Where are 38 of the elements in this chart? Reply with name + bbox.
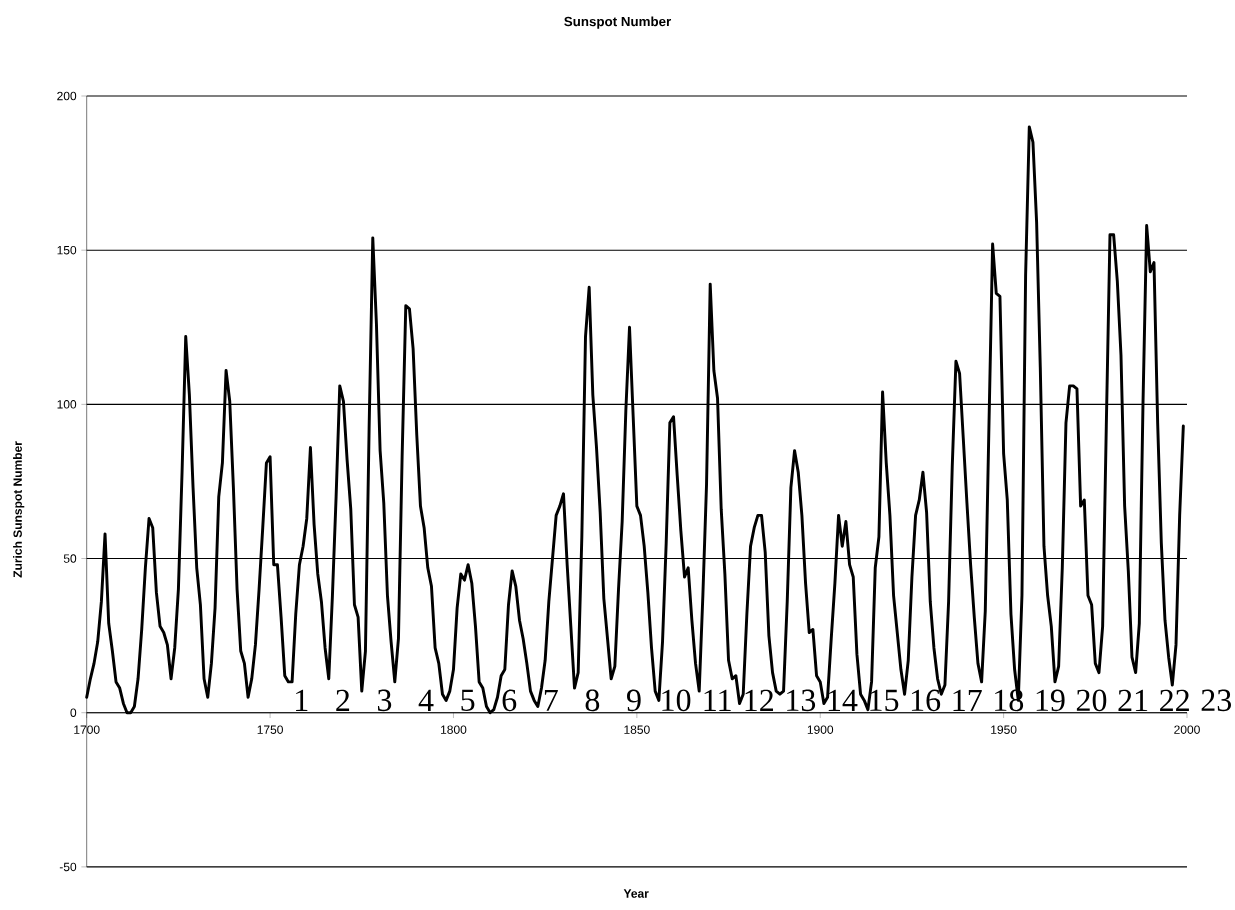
annotation: 10 bbox=[662, 689, 691, 712]
x-tick-label: 1700 bbox=[74, 725, 100, 735]
x-tick-label: 1800 bbox=[441, 725, 467, 735]
annotation: 14 bbox=[828, 690, 858, 712]
x-tick-label: 1850 bbox=[624, 725, 650, 735]
annotation: 2 bbox=[336, 690, 350, 712]
x-axis-title: Year bbox=[623, 889, 649, 898]
annotation: 20 bbox=[1076, 689, 1107, 712]
x-tick-label: 1900 bbox=[807, 725, 834, 735]
y-tick-label: 50 bbox=[63, 554, 77, 564]
y-axis-title: Zurich Sunspot Number bbox=[13, 441, 25, 578]
annotation: 11 bbox=[704, 690, 731, 712]
annotation: 5 bbox=[461, 689, 475, 712]
chart-title: Sunspot Number bbox=[564, 16, 672, 30]
annotation: 4 bbox=[418, 690, 434, 712]
y-tick-label: 100 bbox=[57, 400, 77, 409]
annotation: 21 bbox=[1118, 690, 1148, 712]
annotation: 19 bbox=[1036, 689, 1065, 712]
annotation: 3 bbox=[377, 689, 392, 712]
y-tick-label: -50 bbox=[59, 862, 77, 872]
annotation: 22 bbox=[1160, 690, 1189, 712]
annotation: 9 bbox=[627, 689, 641, 712]
x-tick-label: 1750 bbox=[257, 725, 283, 735]
annotation: 13 bbox=[787, 689, 816, 712]
annotation: 17 bbox=[953, 690, 982, 712]
annotation: 6 bbox=[502, 689, 517, 712]
text: 23 bbox=[1201, 689, 1231, 712]
annotation: 16 bbox=[911, 689, 941, 712]
x-tick-label: 2000 bbox=[1174, 725, 1200, 735]
annotation: 1 bbox=[296, 690, 308, 712]
annotation: 7 bbox=[544, 690, 558, 712]
y-tick-label: 200 bbox=[57, 91, 77, 101]
x-tick-label: 1950 bbox=[991, 725, 1017, 735]
annotation: 12 bbox=[745, 690, 773, 712]
annotation: 15 bbox=[870, 689, 899, 712]
annotation: 8 bbox=[585, 689, 600, 712]
y-tick-label: 0 bbox=[70, 708, 77, 718]
y-tick-label: 150 bbox=[57, 246, 77, 255]
